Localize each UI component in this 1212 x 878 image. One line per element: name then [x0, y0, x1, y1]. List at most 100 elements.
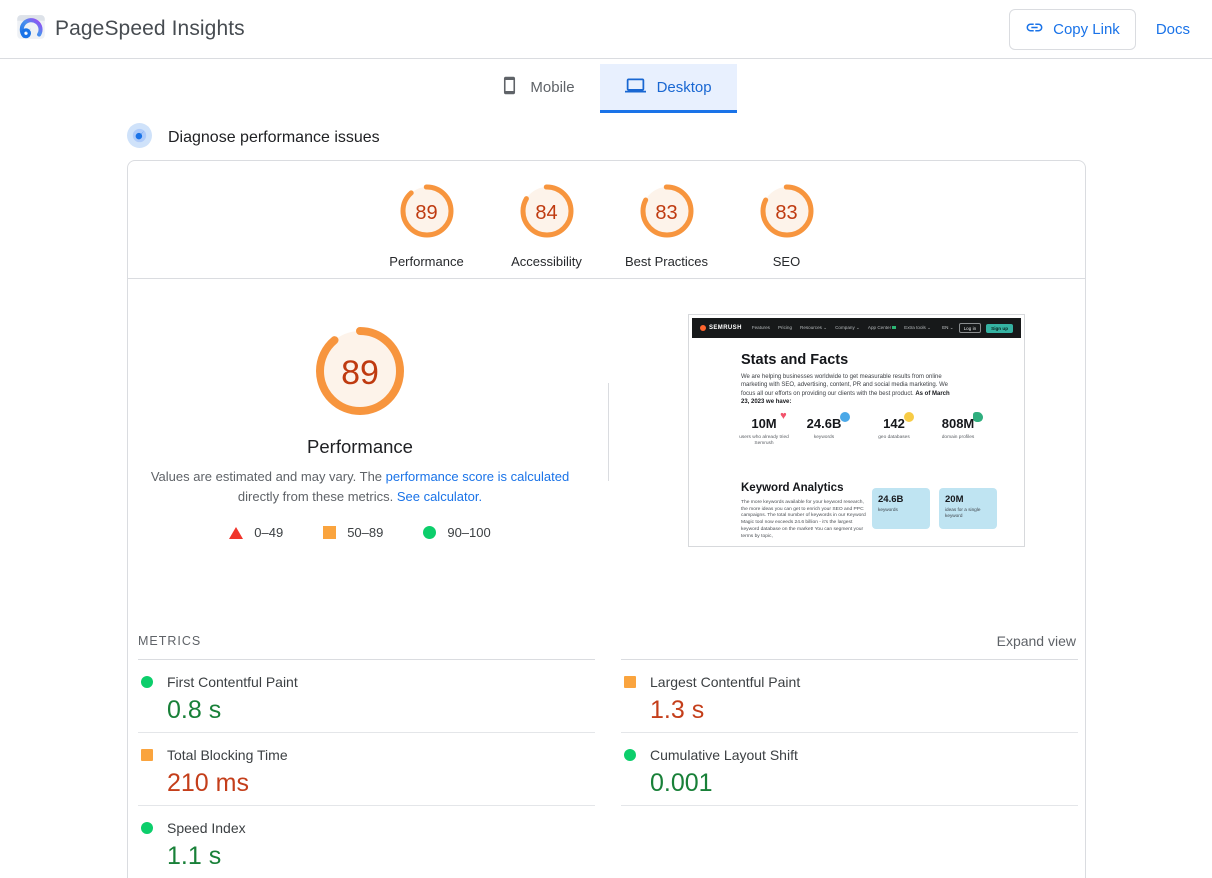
- score-calculation-link[interactable]: performance score is calculated: [385, 469, 570, 484]
- category-accessibility[interactable]: 84 Accessibility: [487, 182, 607, 278]
- category-seo[interactable]: 83 SEO: [727, 182, 847, 278]
- metrics-title: METRICS: [138, 634, 202, 648]
- thumb-cards: 24.6B keywords 20M ideas for a single ke…: [872, 488, 997, 529]
- metrics-divider-right: [621, 659, 1078, 660]
- category-label: SEO: [772, 254, 801, 269]
- metrics-divider-left: [138, 659, 595, 660]
- good-circle-icon: [423, 526, 437, 539]
- metric-largest-contentful-paint: Largest Contentful Paint 1.3 s: [621, 660, 1078, 733]
- yellow-dot-icon: [903, 412, 914, 422]
- see-calculator-link[interactable]: See calculator.: [396, 489, 483, 504]
- docs-link[interactable]: Docs: [1155, 20, 1190, 38]
- performance-title: Performance: [307, 436, 413, 457]
- category-label: Performance: [389, 254, 464, 269]
- thumb-heading: Stats and Facts: [741, 352, 849, 368]
- app-header: PageSpeed Insights Copy Link Docs: [0, 0, 1212, 59]
- panel-divider: [608, 383, 609, 481]
- semrush-logo: SEMRUSH: [700, 325, 742, 331]
- report-card: 89 Performance 84 Accessibility: [127, 160, 1086, 878]
- device-tabs: Mobile Desktop: [0, 64, 1212, 113]
- score-value: 89: [415, 202, 438, 224]
- fail-triangle-icon: [229, 526, 244, 539]
- metric-status-icon: [141, 749, 153, 761]
- metrics-header: METRICS Expand view: [138, 633, 1076, 649]
- metric-speed-index: Speed Index 1.1 s: [138, 806, 595, 878]
- metric-total-blocking-time: Total Blocking Time 210 ms: [138, 733, 595, 806]
- score-value: 83: [655, 202, 678, 224]
- tab-mobile[interactable]: Mobile: [475, 64, 599, 110]
- metric-value: 0.001: [650, 769, 713, 797]
- metric-status-icon: [624, 749, 636, 761]
- metric-label: First Contentful Paint: [167, 674, 298, 690]
- category-label: Best Practices: [624, 254, 709, 269]
- thumb-keyword-text: The more keywords available for your key…: [741, 500, 866, 539]
- metric-cumulative-layout-shift: Cumulative Layout Shift 0.001: [621, 733, 1078, 806]
- metric-label: Largest Contentful Paint: [650, 674, 801, 690]
- best-practices-gauge: 83: [638, 182, 696, 245]
- accessibility-gauge: 84: [518, 182, 576, 245]
- diagnose-section-header: Diagnose performance issues: [127, 123, 1212, 153]
- metric-label: Speed Index: [167, 820, 246, 836]
- category-label: Accessibility: [511, 254, 582, 269]
- thumb-keyword-heading: Keyword Analytics: [741, 482, 844, 494]
- metric-value: 0.8 s: [167, 696, 222, 724]
- heart-icon: ♥: [780, 410, 787, 422]
- stat-domain-profiles: 808M domain profiles: [925, 412, 991, 441]
- performance-summary: 89 Performance Values are estimated and …: [128, 279, 1085, 679]
- tab-desktop-label: Desktop: [656, 78, 712, 96]
- signup-button: Sign up: [986, 323, 1013, 333]
- note-text: Values are estimated and may vary. The: [150, 469, 386, 484]
- legend-fail-label: 0–49: [254, 525, 284, 540]
- gauge-bubble-icon: [127, 123, 152, 153]
- header-actions: Copy Link Docs: [1009, 8, 1196, 50]
- stat-users: ♥ 10M users who already tried Semrush: [739, 410, 789, 447]
- metric-label: Cumulative Layout Shift: [650, 747, 798, 763]
- card-keywords: 24.6B keywords: [872, 488, 930, 529]
- brand[interactable]: PageSpeed Insights: [16, 12, 245, 47]
- copy-link-button[interactable]: Copy Link: [1009, 8, 1136, 50]
- metric-empty-cell: [621, 806, 1078, 878]
- card-ideas: 20M ideas for a single keyword: [939, 488, 997, 529]
- score-value: 83: [775, 202, 798, 224]
- legend-good: 90–100: [423, 525, 491, 540]
- category-best-practices[interactable]: 83 Best Practices: [607, 182, 727, 278]
- category-scores-row: 89 Performance 84 Accessibility: [128, 161, 1085, 279]
- metric-status-icon: [141, 676, 153, 688]
- copy-link-label: Copy Link: [1053, 20, 1120, 38]
- stat-geo-databases: 142 geo databases: [861, 412, 927, 441]
- metric-status-icon: [624, 676, 636, 688]
- performance-gauge: 89: [398, 182, 456, 245]
- metric-status-icon: [141, 822, 153, 834]
- app-title: PageSpeed Insights: [55, 17, 245, 40]
- metric-value: 1.3 s: [650, 696, 705, 724]
- legend-average: 50–89: [323, 525, 383, 540]
- laptop-icon: [624, 75, 646, 100]
- expand-view-button[interactable]: Expand view: [996, 633, 1076, 649]
- metric-first-contentful-paint: First Contentful Paint 0.8 s: [138, 660, 595, 733]
- note-text: directly from these metrics.: [237, 489, 397, 504]
- performance-score-gauge: 89: [312, 323, 408, 424]
- category-performance[interactable]: 89 Performance: [367, 182, 487, 278]
- average-square-icon: [323, 526, 337, 539]
- thumb-nav-links: Features Pricing Resources ⌄ Company ⌄ A…: [751, 325, 931, 330]
- score-legend: 0–49 50–89 90–100: [128, 525, 592, 540]
- thumb-intro: We are helping businesses worldwide to g…: [741, 374, 950, 406]
- seo-gauge: 83: [758, 182, 816, 245]
- pagespeed-logo-icon: [16, 12, 46, 47]
- link-icon: [1025, 18, 1044, 41]
- tab-desktop[interactable]: Desktop: [599, 64, 737, 113]
- metrics-grid: First Contentful Paint 0.8 s Largest Con…: [138, 660, 1078, 878]
- legend-fail: 0–49: [229, 525, 283, 540]
- performance-score-value: 89: [341, 354, 379, 392]
- page-screenshot-thumbnail[interactable]: SEMRUSH Features Pricing Resources ⌄ Com…: [688, 314, 1025, 547]
- stat-keywords: 24.6B keywords: [791, 412, 857, 441]
- green-flag-icon: [892, 326, 897, 329]
- tab-mobile-label: Mobile: [530, 78, 575, 96]
- thumb-navbar: SEMRUSH Features Pricing Resources ⌄ Com…: [692, 318, 1021, 338]
- metric-label: Total Blocking Time: [167, 747, 288, 763]
- diagnose-label: Diagnose performance issues: [168, 129, 380, 146]
- metric-value: 210 ms: [167, 769, 249, 797]
- metric-value: 1.1 s: [167, 842, 222, 870]
- smartphone-icon: [500, 76, 519, 99]
